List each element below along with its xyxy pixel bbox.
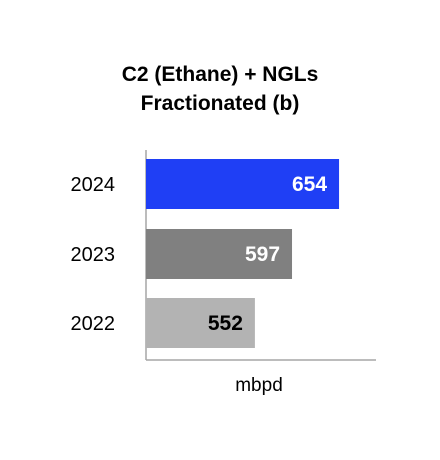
chart-title-line-2: Fractionated (b) — [140, 92, 300, 115]
y-tick-label-2022: 2022 — [71, 313, 116, 335]
bar-2022 — [146, 298, 255, 348]
bar-value-label-2022: 552 — [208, 312, 243, 335]
chart-title-line-1: C2 (Ethane) + NGLs — [121, 63, 319, 86]
y-tick-label-2024: 2024 — [71, 174, 116, 196]
bar-2023 — [146, 229, 293, 279]
bar-value-label-2024: 654 — [292, 173, 327, 196]
y-tick-label-2023: 2023 — [71, 244, 116, 266]
bar-2024 — [146, 159, 340, 209]
bar-value-label-2023: 597 — [245, 243, 280, 266]
x-axis-label: mbpd — [235, 375, 283, 396]
